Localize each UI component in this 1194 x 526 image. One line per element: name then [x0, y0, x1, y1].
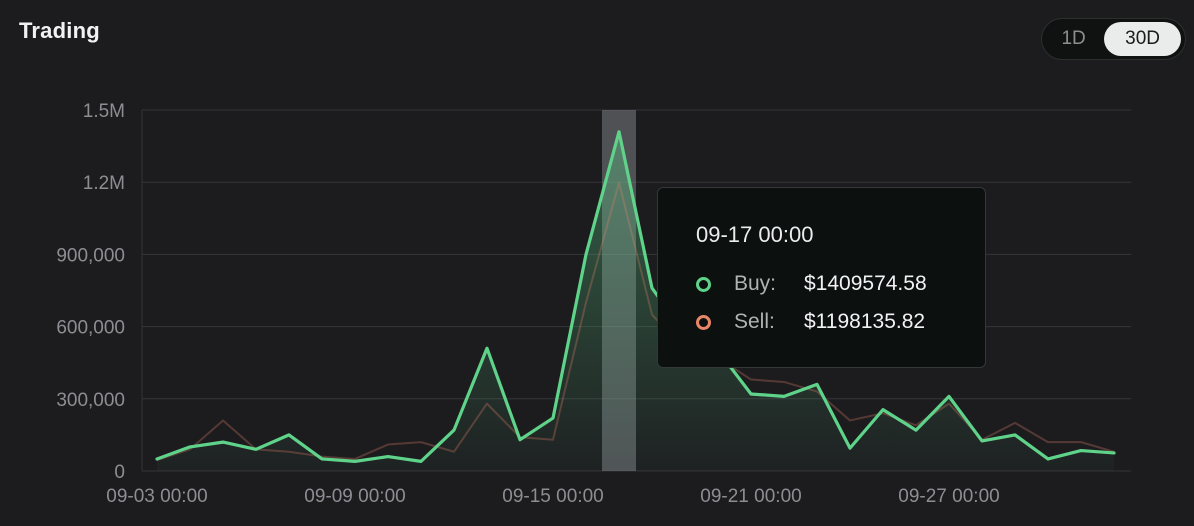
tooltip-sell-value: $1198135.82 [804, 310, 926, 333]
buy-dot-icon [696, 276, 711, 292]
y-tick-label: 1.5M [83, 101, 125, 122]
x-tick-label: 09-15 00:00 [502, 486, 603, 507]
buy-series-line [155, 130, 1116, 463]
tooltip-row-sell: Sell: $1198135.82 [696, 303, 985, 341]
x-tick-label: 09-03 00:00 [106, 486, 207, 507]
page-title: Trading [19, 18, 100, 43]
range-1d-button[interactable]: 1D [1061, 28, 1086, 49]
y-tick-label: 300,000 [56, 390, 125, 411]
x-axis-ticks: 09-03 00:00 09-09 00:00 09-15 00:00 09-21 0… [106, 486, 999, 507]
buy-area-fill [157, 131, 1114, 471]
x-tick-label: 09-09 00:00 [304, 486, 405, 507]
y-tick-label: 1.2M [83, 173, 125, 194]
tooltip-buy-label: Buy: [734, 272, 777, 295]
tooltip-sell-label: Sell: [734, 310, 775, 333]
y-axis-ticks: 0 300,000 600,000 900,000 1.2M 1.5M [56, 101, 125, 483]
sell-dot-icon [696, 314, 711, 330]
tooltip-time: 09-17 00:00 [696, 222, 814, 247]
range-toggle: 1D 30D [1041, 18, 1186, 60]
range-30d-button[interactable]: 30D [1104, 22, 1181, 56]
y-tick-label: 600,000 [56, 318, 125, 339]
tooltip-buy-value: $1409574.58 [804, 272, 927, 295]
x-tick-label: 09-21 00:00 [700, 486, 801, 507]
x-tick-label: 09-27 00:00 [898, 486, 999, 507]
buy-area [157, 131, 1114, 471]
y-tick-label: 900,000 [56, 245, 125, 266]
y-tick-label: 0 [114, 462, 125, 483]
chart-tooltip: 09-17 00:00 Buy: $1409574.58 Sell: $1198… [657, 187, 986, 368]
tooltip-row-buy: Buy: $1409574.58 [696, 265, 985, 303]
series-lines [155, 130, 1116, 463]
